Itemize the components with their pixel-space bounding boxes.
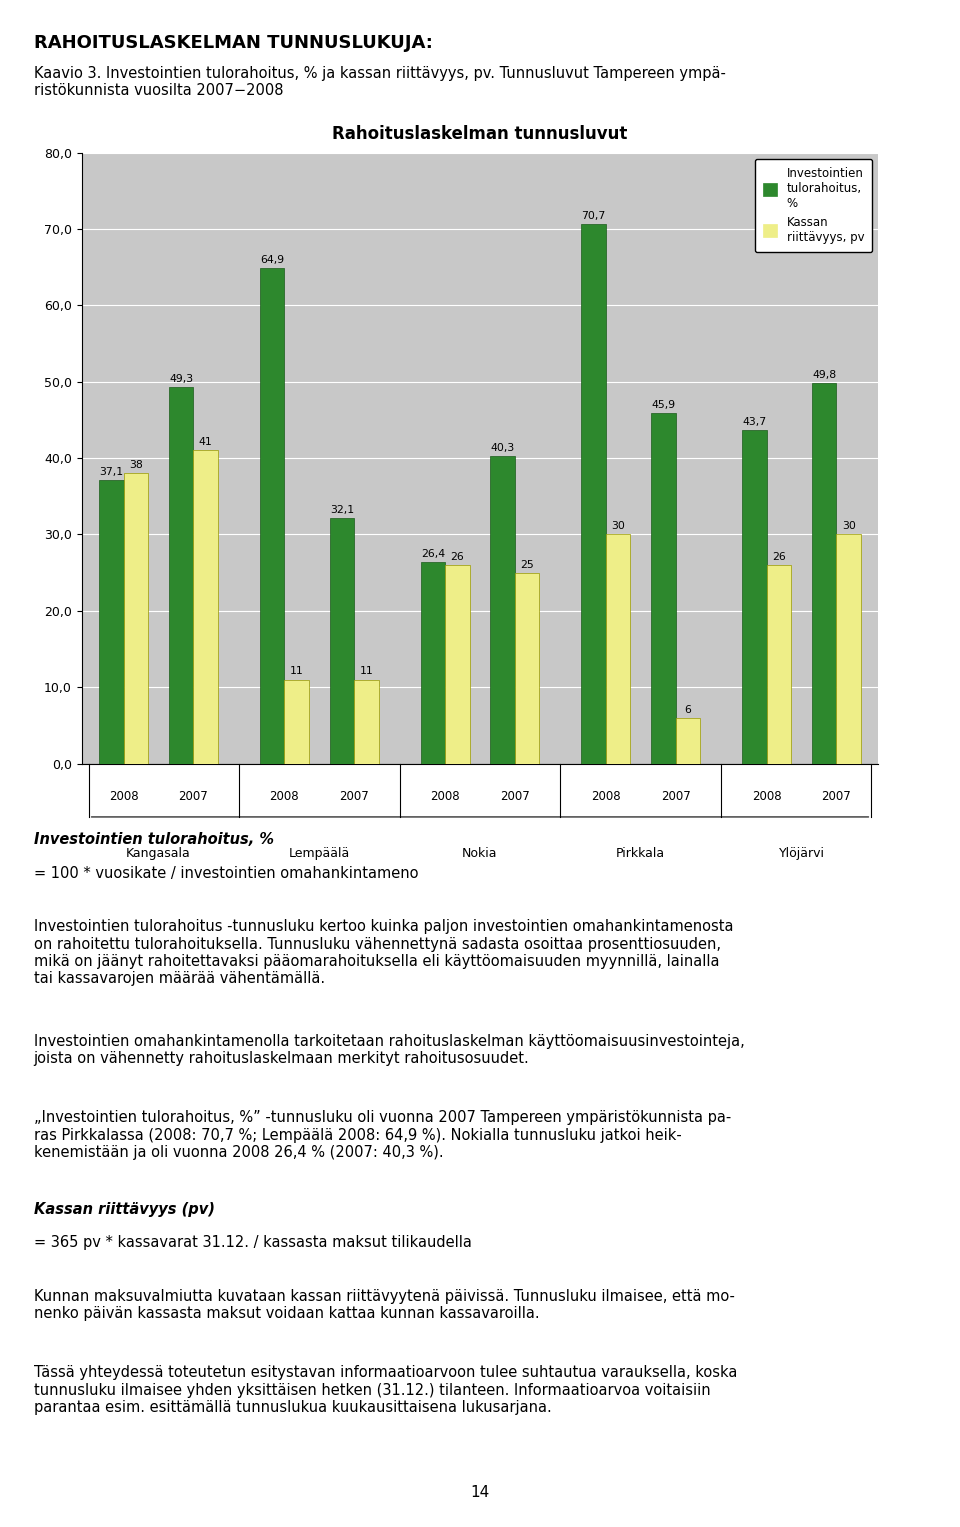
Bar <box>606 534 631 764</box>
Bar <box>124 473 148 764</box>
Text: 41: 41 <box>199 437 212 447</box>
Text: 2008: 2008 <box>430 791 460 803</box>
Text: 30: 30 <box>612 521 625 531</box>
Text: 30: 30 <box>842 521 855 531</box>
Text: = 365 pv * kassavarat 31.12. / kassasta maksut tilikaudella: = 365 pv * kassavarat 31.12. / kassasta … <box>34 1235 471 1251</box>
Text: 2008: 2008 <box>270 791 300 803</box>
Text: 2008: 2008 <box>108 791 138 803</box>
Text: 43,7: 43,7 <box>742 417 766 426</box>
Text: 14: 14 <box>470 1484 490 1500</box>
Bar <box>742 431 767 764</box>
Text: 6: 6 <box>684 704 691 715</box>
Text: Kaavio 3. Investointien tulorahoitus, % ja kassan riittävyys, pv. Tunnusluvut Ta: Kaavio 3. Investointien tulorahoitus, % … <box>34 66 726 98</box>
Text: RAHOITUSLASKELMAN TUNNUSLUKUJA:: RAHOITUSLASKELMAN TUNNUSLUKUJA: <box>34 34 432 52</box>
Text: 70,7: 70,7 <box>582 211 606 220</box>
Bar <box>284 680 309 764</box>
Text: „Investointien tulorahoitus, %” -tunnusluku oli vuonna 2007 Tampereen ympäristök: „Investointien tulorahoitus, %” -tunnusl… <box>34 1110 731 1161</box>
Bar <box>651 412 676 764</box>
Text: Investointien omahankintamenolla tarkoitetaan rahoituslaskelman käyttöomaisuusin: Investointien omahankintamenolla tarkoit… <box>34 1034 744 1066</box>
Text: 2008: 2008 <box>752 791 781 803</box>
Bar <box>676 718 700 764</box>
Text: Ylöjärvi: Ylöjärvi <box>779 847 825 861</box>
Text: 26: 26 <box>772 551 785 562</box>
Text: 45,9: 45,9 <box>652 400 676 409</box>
Text: Tässä yhteydessä toteutetun esitystavan informaatioarvoon tulee suhtautua varauk: Tässä yhteydessä toteutetun esitystavan … <box>34 1365 737 1416</box>
Bar <box>491 455 515 764</box>
Text: 2007: 2007 <box>339 791 369 803</box>
Bar <box>169 388 193 764</box>
Bar <box>445 565 469 764</box>
Text: 2007: 2007 <box>822 791 852 803</box>
Bar <box>354 680 378 764</box>
Bar <box>812 383 836 764</box>
Text: 25: 25 <box>520 559 534 570</box>
Text: Kunnan maksuvalmiutta kuvataan kassan riittävyytenä päivissä. Tunnusluku ilmaise: Kunnan maksuvalmiutta kuvataan kassan ri… <box>34 1289 734 1321</box>
Text: 40,3: 40,3 <box>491 443 515 452</box>
Text: 32,1: 32,1 <box>330 505 354 515</box>
Bar <box>767 565 791 764</box>
Text: 11: 11 <box>360 666 373 676</box>
Text: 2007: 2007 <box>500 791 530 803</box>
Text: 49,3: 49,3 <box>169 374 193 385</box>
Text: 2008: 2008 <box>591 791 620 803</box>
Bar <box>260 267 284 764</box>
Text: 2007: 2007 <box>179 791 208 803</box>
Text: Nokia: Nokia <box>463 847 497 861</box>
Bar <box>329 519 354 764</box>
Text: 37,1: 37,1 <box>99 467 124 476</box>
Title: Rahoituslaskelman tunnusluvut: Rahoituslaskelman tunnusluvut <box>332 125 628 144</box>
Bar <box>99 479 124 764</box>
Text: Investointien tulorahoitus, %: Investointien tulorahoitus, % <box>34 832 274 847</box>
Text: Pirkkala: Pirkkala <box>616 847 665 861</box>
Text: 49,8: 49,8 <box>812 370 836 380</box>
Text: 2007: 2007 <box>660 791 690 803</box>
Bar <box>420 562 445 764</box>
Text: Kassan riittävyys (pv): Kassan riittävyys (pv) <box>34 1202 214 1217</box>
Text: Lempäälä: Lempäälä <box>289 847 349 861</box>
Legend: Investointien
tulorahoitus,
%, Kassan
riittävyys, pv: Investointien tulorahoitus, %, Kassan ri… <box>755 159 873 252</box>
Bar <box>582 223 606 764</box>
Text: 26,4: 26,4 <box>420 548 444 559</box>
Bar <box>193 450 218 764</box>
Text: 26: 26 <box>450 551 464 562</box>
Text: 38: 38 <box>129 460 143 470</box>
Text: Investointien tulorahoitus -tunnusluku kertoo kuinka paljon investointien omahan: Investointien tulorahoitus -tunnusluku k… <box>34 919 733 986</box>
Text: 11: 11 <box>290 666 303 676</box>
Bar <box>836 534 861 764</box>
Text: Kangasala: Kangasala <box>126 847 191 861</box>
Text: = 100 * vuosikate / investointien omahankintameno: = 100 * vuosikate / investointien omahan… <box>34 866 419 881</box>
Bar <box>515 573 540 764</box>
Text: 64,9: 64,9 <box>260 255 284 264</box>
